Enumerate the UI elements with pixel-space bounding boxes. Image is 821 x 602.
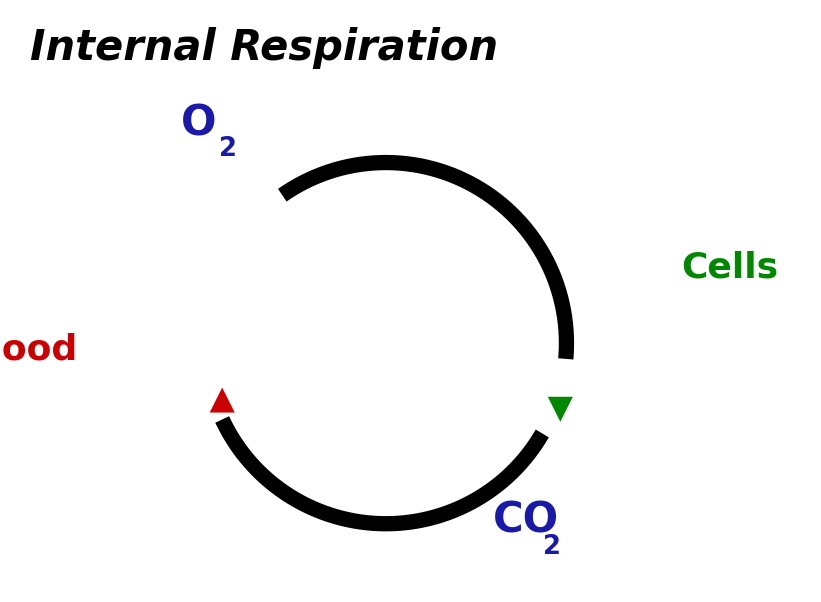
Text: 2: 2 <box>218 137 236 163</box>
Text: Internal Respiration: Internal Respiration <box>30 27 498 69</box>
Text: CO: CO <box>493 500 559 542</box>
Text: Cells: Cells <box>681 251 778 285</box>
Text: O: O <box>181 102 216 144</box>
Text: Blood: Blood <box>0 332 78 366</box>
Text: 2: 2 <box>543 534 561 560</box>
